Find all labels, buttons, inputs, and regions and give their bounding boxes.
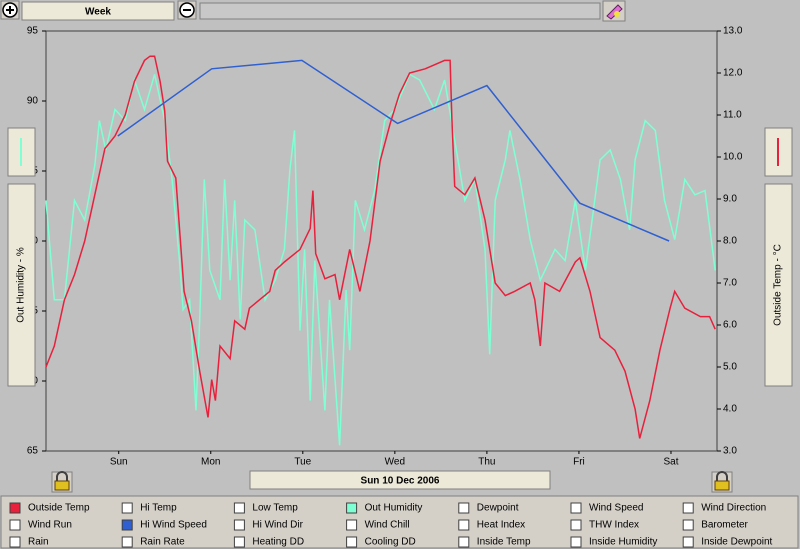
scroll-field[interactable] <box>199 2 601 20</box>
series-line <box>117 59 670 242</box>
parameter-label: Rain Rate <box>140 537 185 548</box>
parameter-label: Outside Temp <box>28 503 90 514</box>
y2-tick-label: 11.0 <box>723 110 742 121</box>
x-tick-label: Sat <box>663 457 678 468</box>
parameter-checkbox[interactable] <box>570 536 582 548</box>
y2-tick-label: 12.0 <box>723 68 743 79</box>
parameter-checkbox[interactable] <box>121 519 133 531</box>
parameter-label: Out Humidity <box>365 503 423 514</box>
parameter-checkbox[interactable] <box>121 502 133 514</box>
parameter-checkbox[interactable] <box>346 536 358 548</box>
parameter-checkbox[interactable] <box>458 536 470 548</box>
x-tick-label: Wed <box>385 457 405 468</box>
parameter-label: Cooling DD <box>365 537 416 548</box>
date-button[interactable] <box>249 470 551 490</box>
y2-tick-label: 8.0 <box>723 236 737 247</box>
zoom-in-button[interactable] <box>0 0 20 20</box>
x-tick-label: Mon <box>201 457 220 468</box>
parameter-checkbox[interactable] <box>570 502 582 514</box>
x-tick-label: Thu <box>478 457 495 468</box>
parameter-label: Low Temp <box>252 503 298 514</box>
y2-tick-label: 13.0 <box>723 26 743 37</box>
y2-tick-label: 4.0 <box>723 404 737 415</box>
parameter-checkbox[interactable] <box>458 519 470 531</box>
parameter-checkbox[interactable] <box>233 519 245 531</box>
y2-tick-label: 6.0 <box>723 320 737 331</box>
parameter-checkbox[interactable] <box>9 536 21 548</box>
parameter-label: Inside Dewpoint <box>701 537 772 548</box>
parameter-label: Wind Chill <box>365 520 410 531</box>
parameter-checkbox[interactable] <box>233 502 245 514</box>
parameter-checkbox[interactable] <box>682 519 694 531</box>
right-lock-button[interactable] <box>711 471 733 493</box>
y2-tick-label: 5.0 <box>723 362 737 373</box>
print-icon[interactable] <box>602 0 626 22</box>
parameter-label: Heat Index <box>477 520 525 531</box>
parameter-label: Heating DD <box>252 537 304 548</box>
parameter-checkbox[interactable] <box>233 536 245 548</box>
period-dropdown[interactable] <box>21 1 175 21</box>
x-tick-label: Sun <box>110 457 128 468</box>
parameter-label: Dewpoint <box>477 503 519 514</box>
right-axis-panel[interactable] <box>764 183 793 387</box>
y2-tick-label: 9.0 <box>723 194 737 205</box>
parameter-checkbox[interactable] <box>9 502 21 514</box>
x-tick-label: Tue <box>294 457 311 468</box>
parameter-checkbox[interactable] <box>346 502 358 514</box>
zoom-out-button[interactable] <box>177 0 197 20</box>
parameter-label: Hi Temp <box>140 503 177 514</box>
parameter-label: Wind Run <box>28 520 72 531</box>
parameter-checkbox[interactable] <box>570 519 582 531</box>
parameter-checkbox[interactable] <box>682 502 694 514</box>
parameter-checkbox[interactable] <box>682 536 694 548</box>
y-tick-label: 95 <box>27 26 39 37</box>
parameter-label: Rain <box>28 537 49 548</box>
parameter-checkbox[interactable] <box>346 519 358 531</box>
y2-tick-label: 7.0 <box>723 278 737 289</box>
plot-area <box>45 30 718 452</box>
y2-tick-label: 10.0 <box>723 152 743 163</box>
date-label: Sun 10 Dec 2006 <box>361 476 440 487</box>
left-axis-panel[interactable] <box>7 183 36 387</box>
parameter-label: Inside Humidity <box>589 537 657 548</box>
parameter-label: THW Index <box>589 520 639 531</box>
y-tick-label: 65 <box>27 446 39 457</box>
right-axis-label: Outside Temp - °C <box>773 244 784 326</box>
y2-tick-label: 3.0 <box>723 446 737 457</box>
parameter-label: Hi Wind Speed <box>140 520 207 531</box>
parameter-checkbox[interactable] <box>9 519 21 531</box>
y-tick-label: 90 <box>27 96 39 107</box>
parameter-checkbox[interactable] <box>458 502 470 514</box>
parameter-label: Wind Speed <box>589 503 643 514</box>
series-line <box>45 55 716 439</box>
parameter-label: Hi Wind Dir <box>252 520 303 531</box>
parameter-panel <box>0 495 799 549</box>
period-label: Week <box>85 7 111 18</box>
parameter-checkbox[interactable] <box>121 536 133 548</box>
parameter-label: Inside Temp <box>477 537 531 548</box>
x-tick-label: Fri <box>573 457 585 468</box>
left-axis-label: Out Humidity - % <box>16 247 27 323</box>
parameter-label: Barometer <box>701 520 748 531</box>
left-lock-button[interactable] <box>51 471 73 493</box>
parameter-label: Wind Direction <box>701 503 766 514</box>
